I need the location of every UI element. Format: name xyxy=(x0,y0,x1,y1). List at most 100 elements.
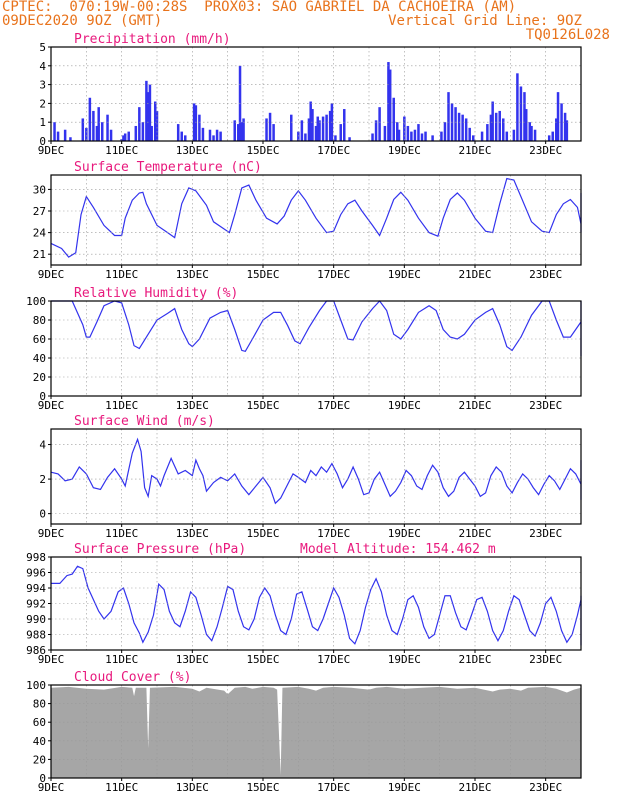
precip-bar xyxy=(180,131,183,141)
precip-ytick-label: 4 xyxy=(39,60,46,73)
cloud-ytick-label: 80 xyxy=(33,698,46,711)
precip-bar xyxy=(494,112,498,141)
precip-bar xyxy=(316,116,320,141)
precip-bar xyxy=(325,114,328,141)
wind-xtick-label: 21DEC xyxy=(458,527,491,540)
precip-bar xyxy=(343,109,346,141)
wind-xtick-label: 17DEC xyxy=(317,527,350,540)
precip-frame xyxy=(50,46,582,142)
precip-bar xyxy=(348,137,351,141)
temp-ytick-label: 27 xyxy=(33,205,46,218)
precip-bar xyxy=(122,135,125,141)
precip-bar xyxy=(155,110,159,141)
precip-bar xyxy=(560,103,563,141)
humidity-ytick-label: 40 xyxy=(33,352,46,365)
precip-bar xyxy=(265,118,268,141)
precip-bar xyxy=(563,112,567,141)
precip-bar xyxy=(201,127,205,141)
precip-bar xyxy=(334,135,337,141)
precip-bar xyxy=(194,105,198,141)
precip-bar xyxy=(547,135,551,141)
pressure-ytick-label: 990 xyxy=(26,613,46,626)
precip-bar xyxy=(461,114,464,141)
precip-xtick-label: 13DEC xyxy=(176,144,209,157)
precip-bar xyxy=(141,122,145,141)
wind-title: Surface Wind (m/s) xyxy=(74,414,215,429)
precip-bar xyxy=(268,112,272,141)
precip-bar xyxy=(491,101,494,141)
precip-bar xyxy=(311,109,314,141)
temp-xtick-label: 23DEC xyxy=(529,268,562,281)
cloud-ytick-label: 60 xyxy=(33,716,46,729)
precip-title: Precipitation (mm/h) xyxy=(74,32,231,47)
wind-xtick-label: 19DEC xyxy=(388,527,421,540)
temp-frame xyxy=(50,174,582,266)
humidity-ytick-label: 80 xyxy=(33,314,46,327)
precip-bar xyxy=(378,107,381,141)
pressure-xtick-label: 11DEC xyxy=(105,653,138,666)
wind-frame xyxy=(50,428,582,525)
wind-ytick-label: 0 xyxy=(39,508,46,521)
pressure-xtick-label: 19DEC xyxy=(388,653,421,666)
precip-bar xyxy=(233,120,236,141)
cloud-xtick-label: 11DEC xyxy=(105,781,138,794)
pressure-xtick-label: 23DEC xyxy=(529,653,562,666)
precip-xtick-label: 23DEC xyxy=(529,144,562,157)
pressure-ytick-label: 994 xyxy=(26,582,46,595)
humidity-xtick-label: 21DEC xyxy=(458,399,491,412)
wind-xtick-label: 13DEC xyxy=(176,527,209,540)
precip-bar xyxy=(392,97,395,141)
precip-bar xyxy=(396,122,399,141)
humidity-xtick-label: 15DEC xyxy=(246,399,279,412)
precip-bar xyxy=(272,124,275,141)
cloud-frame xyxy=(50,684,582,779)
precip-bar xyxy=(109,129,113,141)
header-grid-note: Vertical Grid Line: 9OZ xyxy=(388,13,582,29)
precip-bar xyxy=(410,131,413,141)
precip-bar xyxy=(97,107,100,141)
temp-xtick-label: 19DEC xyxy=(388,268,421,281)
precip-bar xyxy=(215,129,219,141)
cloud-ytick-label: 40 xyxy=(33,735,46,748)
precip-bar xyxy=(212,135,215,141)
temp-xtick-label: 9DEC xyxy=(38,268,65,281)
pressure-ytick-label: 986 xyxy=(26,644,46,657)
precip-bar xyxy=(314,125,318,141)
pressure-xtick-label: 15DEC xyxy=(246,653,279,666)
precip-bar xyxy=(321,116,325,141)
precip-bar xyxy=(431,135,434,141)
cloud-ytick-label: 0 xyxy=(39,772,46,785)
precip-bar xyxy=(309,101,312,141)
precip-bar xyxy=(148,84,152,141)
precip-bar xyxy=(403,116,406,141)
precip-bar xyxy=(290,114,293,141)
precip-bar xyxy=(307,118,311,141)
precip-bar xyxy=(85,127,88,141)
precip-bar xyxy=(406,125,410,141)
precip-bar xyxy=(146,92,150,141)
precip-bar xyxy=(145,80,148,141)
precip-bar xyxy=(440,131,443,141)
cloud-xtick-label: 17DEC xyxy=(317,781,350,794)
pressure-xtick-label: 9DEC xyxy=(38,653,65,666)
temp-xtick-label: 13DEC xyxy=(176,268,209,281)
pressure-title: Surface Pressure (hPa) xyxy=(74,542,246,557)
precip-bar xyxy=(533,129,537,141)
pressure-ytick-label: 996 xyxy=(26,567,46,580)
precip-bar xyxy=(524,109,528,141)
precip-bar xyxy=(150,125,153,141)
precip-bar xyxy=(69,137,72,141)
precip-bar xyxy=(339,124,342,141)
precip-xtick-label: 15DEC xyxy=(246,144,279,157)
pressure-ytick-label: 988 xyxy=(26,629,46,642)
cloud-ytick-label: 20 xyxy=(33,753,46,766)
temp-xtick-label: 21DEC xyxy=(458,268,491,281)
precip-bar xyxy=(530,125,533,141)
humidity-ytick-label: 100 xyxy=(26,295,46,308)
precip-xtick-label: 9DEC xyxy=(38,144,65,157)
precip-bar xyxy=(153,101,157,141)
precip-bar xyxy=(565,120,569,141)
precip-bar xyxy=(397,129,401,141)
precip-bar xyxy=(516,73,519,141)
precip-bar xyxy=(464,118,468,141)
